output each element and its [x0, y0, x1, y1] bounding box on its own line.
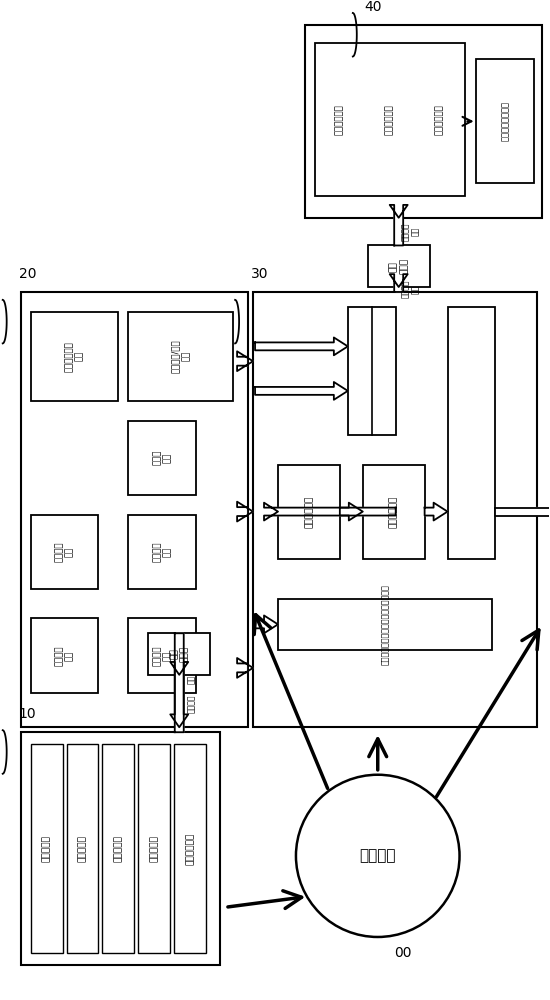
Bar — [278, 599, 492, 650]
Text: 20: 20 — [19, 267, 36, 281]
Text: 数据录入: 数据录入 — [186, 694, 196, 713]
Bar — [31, 618, 98, 693]
Polygon shape — [340, 503, 363, 520]
Bar — [67, 744, 98, 953]
Bar — [448, 307, 496, 559]
Text: 00: 00 — [394, 946, 411, 960]
Text: 40: 40 — [365, 0, 382, 14]
Bar — [21, 292, 248, 727]
Bar — [128, 618, 196, 693]
Polygon shape — [237, 502, 253, 521]
Text: 列车追踪
数据: 列车追踪 数据 — [401, 222, 420, 241]
Bar — [476, 59, 535, 183]
Polygon shape — [170, 633, 188, 727]
Text: 速度时间控制: 速度时间控制 — [186, 832, 195, 865]
Text: 现有编列车: 现有编列车 — [78, 835, 87, 862]
Text: 系统模拟曲线: 系统模拟曲线 — [385, 104, 394, 135]
Text: 列车追踪
数据: 列车追踪 数据 — [401, 280, 420, 298]
Bar — [348, 307, 395, 435]
Polygon shape — [237, 658, 253, 678]
Text: 10: 10 — [19, 707, 36, 721]
Text: 自定义线路: 自定义线路 — [114, 835, 123, 862]
Polygon shape — [255, 615, 278, 633]
Text: 30: 30 — [251, 267, 268, 281]
Bar — [102, 744, 134, 953]
Text: 数据: 数据 — [186, 675, 196, 684]
Bar — [305, 25, 542, 218]
Polygon shape — [496, 503, 550, 520]
Polygon shape — [255, 382, 348, 400]
Text: 信号机
数据: 信号机 数据 — [152, 450, 172, 465]
Text: 模拟列车追踪结果: 模拟列车追踪结果 — [501, 101, 510, 141]
Text: 铁路列车
数据: 铁路列车 数据 — [152, 541, 172, 562]
Bar — [128, 421, 196, 495]
Polygon shape — [237, 351, 253, 371]
Polygon shape — [425, 503, 448, 520]
Text: 列车运行状态: 列车运行状态 — [304, 496, 314, 528]
Bar — [148, 633, 210, 675]
Bar — [139, 744, 170, 953]
Bar — [31, 515, 98, 589]
Bar — [21, 732, 220, 965]
Text: 参考模拟曲线: 参考模拟曲线 — [336, 104, 344, 135]
Bar — [128, 312, 233, 401]
Text: 铁路速度
数据: 铁路速度 数据 — [55, 645, 74, 666]
Text: 正常行驶曲线: 正常行驶曲线 — [435, 104, 444, 135]
Polygon shape — [255, 337, 348, 355]
Text: 现有编线路: 现有编线路 — [150, 835, 159, 862]
Text: 运行中心: 运行中心 — [360, 848, 396, 863]
Bar — [278, 465, 340, 559]
Bar — [253, 292, 537, 727]
Bar — [174, 744, 206, 953]
Polygon shape — [170, 662, 188, 732]
Polygon shape — [390, 205, 408, 245]
Text: 列车区段模型
数据: 列车区段模型 数据 — [65, 341, 84, 372]
Bar — [368, 245, 430, 287]
Text: 列车轨迹/模型
数据: 列车轨迹/模型 数据 — [171, 339, 190, 373]
Text: 铁路列车
数据: 铁路列车 数据 — [152, 645, 172, 666]
Bar — [363, 465, 425, 559]
Text: 参数
数据库: 参数 数据库 — [169, 646, 189, 662]
Text: 已发列车运行状态和列车速度模拟数据: 已发列车运行状态和列车速度模拟数据 — [381, 584, 390, 665]
Polygon shape — [390, 274, 408, 292]
Bar — [128, 515, 196, 589]
Text: 自定义列车: 自定义列车 — [42, 835, 51, 862]
Text: 铁路时刻
数据: 铁路时刻 数据 — [55, 541, 74, 562]
Bar — [315, 43, 465, 196]
Bar — [31, 312, 118, 401]
Polygon shape — [264, 503, 395, 520]
Bar — [31, 744, 63, 953]
Text: 列车
数据库: 列车 数据库 — [389, 258, 409, 274]
Text: 通路用时计算: 通路用时计算 — [389, 496, 398, 528]
